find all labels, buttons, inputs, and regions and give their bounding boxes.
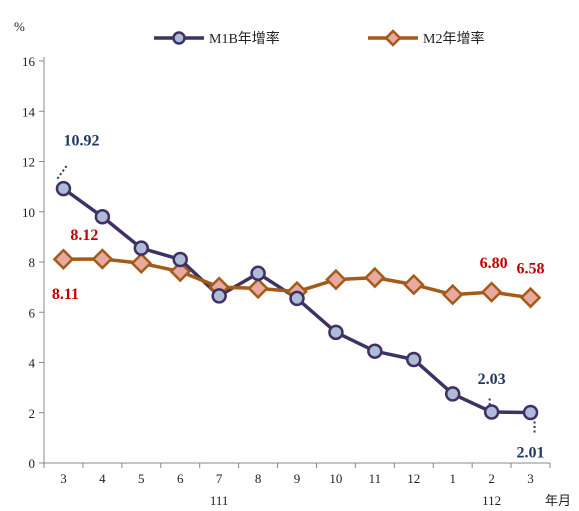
annotation-leader	[56, 164, 69, 180]
data-point-m2	[403, 273, 425, 296]
year-label: 112	[482, 493, 501, 508]
data-point-m1b	[328, 324, 344, 341]
data-point-m1b	[172, 251, 188, 268]
y-tick-label: 0	[29, 456, 36, 471]
legend-label: M1B年增率	[209, 30, 280, 47]
data-point-m1b	[289, 290, 305, 307]
y-tick-label: 4	[29, 356, 36, 371]
data-point-m2	[441, 283, 464, 306]
x-tick-label: 4	[99, 471, 106, 486]
y-tick-label: 14	[22, 104, 36, 119]
x-tick-label: 3	[527, 471, 534, 486]
legend-label: M2年增率	[423, 30, 484, 47]
y-tick-label: 6	[29, 305, 36, 320]
data-point-m1b	[483, 404, 500, 420]
data-label: 8.12	[70, 227, 98, 244]
y-tick-label: 2	[29, 406, 36, 421]
data-point-m1b	[250, 265, 266, 282]
data-label: 2.03	[478, 371, 506, 388]
y-tick-label: 10	[22, 205, 35, 220]
data-label: 6.58	[517, 261, 545, 278]
data-point-m2	[325, 268, 347, 291]
data-point-m2	[169, 260, 191, 283]
data-point-m2	[130, 252, 153, 275]
data-point-m2	[519, 286, 542, 309]
x-tick-label: 1	[449, 471, 456, 486]
data-label: 2.01	[517, 444, 545, 461]
data-point-m1b	[406, 351, 422, 368]
data-point-m1b	[211, 288, 227, 304]
x-tick-label: 2	[488, 471, 495, 486]
data-point-m1b	[94, 209, 111, 225]
legend-marker-m1b	[172, 31, 186, 45]
data-point-m1b	[367, 343, 383, 359]
x-tick-label: 3	[60, 471, 67, 486]
data-point-m1b	[55, 180, 72, 197]
y-tick-label: 16	[22, 54, 36, 69]
y-tick-label: 12	[22, 155, 35, 170]
data-point-m1b	[522, 404, 539, 421]
x-tick-label: 8	[255, 471, 262, 486]
x-tick-label: 10	[329, 471, 342, 486]
x-tick-label: 9	[294, 471, 301, 486]
y-tick-label: 8	[29, 255, 36, 270]
x-tick-label: 6	[177, 471, 184, 486]
legend-marker-m2	[384, 29, 402, 47]
x-tick-label: 12	[407, 471, 420, 486]
x-tick-label: 11	[369, 471, 382, 486]
data-point-m2	[247, 277, 269, 300]
data-label: 10.92	[63, 133, 99, 150]
x-tick-label: 5	[138, 471, 145, 486]
data-point-m2	[364, 266, 386, 289]
data-point-m2	[480, 281, 503, 303]
year-label: 111	[210, 493, 229, 508]
data-point-m1b	[444, 386, 461, 402]
y-unit-label: %	[14, 19, 25, 34]
x-tick-label: 7	[216, 471, 223, 486]
data-point-m2	[91, 248, 114, 270]
data-point-m1b	[133, 240, 150, 256]
data-label: 8.11	[52, 286, 79, 303]
data-point-m2	[52, 248, 75, 271]
data-label: 6.80	[480, 255, 508, 272]
x-unit-label: 年月	[545, 493, 571, 508]
